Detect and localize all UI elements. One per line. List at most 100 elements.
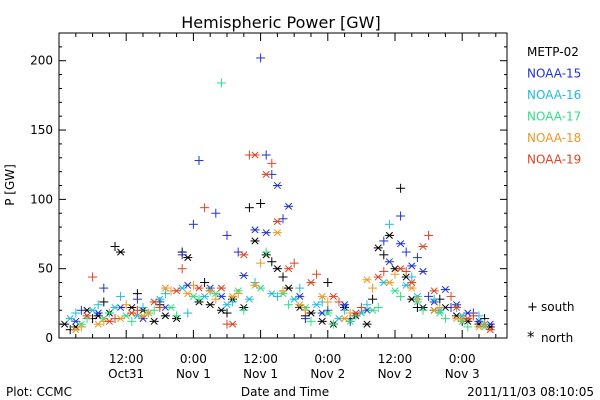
south-point (256, 199, 266, 209)
north-point (228, 292, 238, 300)
south-point (368, 294, 378, 304)
north-point (250, 281, 260, 289)
legend-entry: NOAA-16 (527, 88, 581, 102)
north-point (82, 312, 92, 320)
south-point (99, 297, 109, 307)
north-point (216, 284, 226, 292)
north-point (110, 303, 120, 312)
south-point (267, 158, 277, 168)
north-point (429, 287, 439, 295)
north-point (384, 258, 394, 266)
x-tick-label: 0:00 (449, 352, 476, 366)
north-point (440, 285, 450, 294)
north-point (160, 284, 170, 292)
north-point (205, 301, 215, 309)
north-point (306, 278, 316, 287)
south-point (312, 269, 322, 279)
north-point (88, 306, 98, 314)
south-point (121, 300, 131, 310)
north-point (250, 237, 260, 245)
x-tick-label: 0:00 (180, 352, 207, 366)
north-point (362, 276, 372, 284)
y-tick-label: 0 (45, 331, 53, 345)
north-point (222, 301, 232, 309)
north-point (272, 265, 282, 273)
south-point (356, 303, 366, 312)
south-point (127, 316, 137, 326)
south-point (160, 289, 170, 299)
north-point (127, 309, 137, 317)
south-point (177, 264, 187, 274)
y-tick-label: 50 (38, 262, 53, 276)
south-point (200, 203, 210, 213)
south-point (407, 272, 417, 282)
north-point (306, 309, 316, 317)
south-point (418, 305, 428, 315)
north-point (244, 295, 254, 303)
north-point (323, 309, 333, 317)
x-tick-date-label: Oct31 (108, 367, 144, 381)
north-point (284, 284, 294, 292)
x-tick-date-label: Nov 1 (243, 367, 278, 381)
south-point (183, 308, 193, 318)
north-point (373, 273, 383, 281)
north-point (250, 226, 260, 234)
south-point (93, 300, 103, 310)
south-point (172, 311, 182, 321)
south-point (412, 253, 422, 263)
north-point (452, 315, 462, 323)
north-point (429, 306, 439, 314)
south-point (76, 305, 86, 315)
north-point (239, 272, 249, 280)
x-axis-label: Date and Time (241, 385, 329, 399)
north-point (138, 312, 148, 320)
south-point (261, 150, 271, 160)
north-point (65, 315, 75, 323)
south-point (401, 247, 411, 257)
north-point (295, 301, 305, 309)
south-point (99, 283, 109, 293)
south-point (278, 286, 288, 296)
south-point (88, 272, 98, 282)
south-point (429, 294, 439, 304)
south-point (323, 278, 333, 288)
north-marker-label: north (541, 331, 573, 345)
north-point (418, 267, 428, 276)
north-point (116, 248, 126, 256)
south-point (116, 291, 126, 301)
south-point (323, 297, 333, 307)
x-tick-label: 12:00 (243, 352, 278, 366)
south-point (440, 314, 450, 324)
south-point (244, 203, 254, 213)
south-point (340, 305, 350, 315)
south-point (300, 305, 310, 315)
x-tick-date-label: Nov 3 (445, 367, 480, 381)
north-point (284, 265, 294, 273)
north-point (272, 229, 282, 237)
north-point (289, 295, 299, 303)
north-point (396, 240, 406, 248)
north-point (328, 292, 338, 300)
south-point (362, 300, 372, 310)
chart-title: Hemispheric Power [GW] (181, 13, 380, 32)
north-point (384, 231, 394, 239)
south-point (155, 303, 165, 312)
south-point (379, 236, 389, 246)
south-point (261, 247, 271, 257)
series-points (71, 53, 495, 328)
north-point (340, 301, 350, 309)
north-point (250, 151, 260, 159)
south-point (289, 258, 299, 268)
north-point (390, 287, 400, 295)
x-tick-date-label: Nov 1 (176, 367, 211, 381)
legend-entry: NOAA-15 (527, 67, 581, 81)
series-points (60, 183, 495, 335)
north-point (239, 251, 249, 259)
north-point (351, 309, 361, 317)
x-tick-label: 12:00 (378, 352, 413, 366)
south-point (334, 297, 344, 307)
legend: METP-02 NOAA-15 NOAA-16 NOAA-17 NOAA-18 NOAA-… (527, 45, 581, 167)
south-point (132, 294, 142, 304)
south-point (379, 266, 389, 276)
